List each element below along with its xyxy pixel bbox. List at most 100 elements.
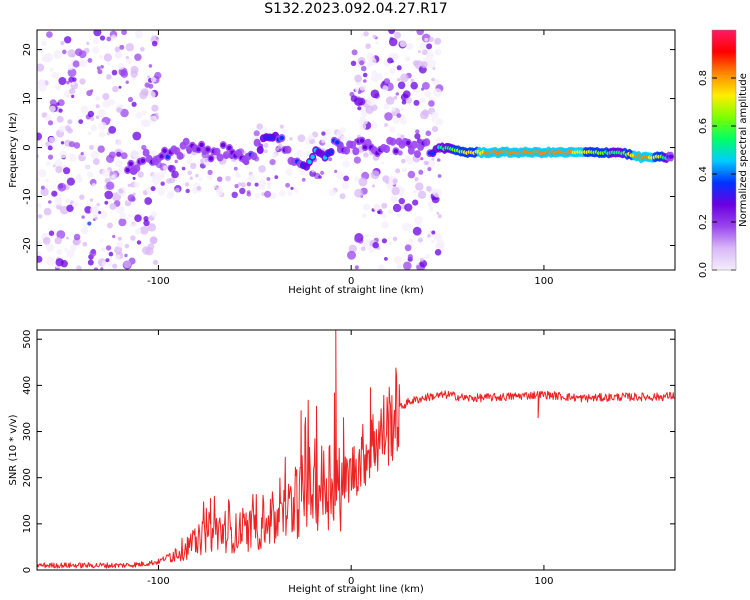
- noise-blob: [166, 192, 174, 200]
- noise-blob: [43, 207, 52, 216]
- snr-panel: -100 0 100 0 100 200 300 400 500 Height of strai…: [8, 329, 676, 595]
- noise-blob: [114, 246, 123, 255]
- noise-blob: [290, 186, 294, 190]
- noise-blob: [419, 97, 426, 104]
- noise-blob: [342, 160, 350, 168]
- noise-blob: [401, 100, 407, 105]
- noise-blob: [239, 187, 246, 195]
- noise-blob: [384, 123, 388, 127]
- noise-blob: [383, 78, 391, 85]
- noise-blob: [134, 227, 142, 235]
- noise-blob: [307, 134, 314, 141]
- noise-blob: [105, 245, 112, 251]
- signal-blob: [213, 147, 221, 156]
- noise-blob: [410, 81, 419, 90]
- noise-blob: [381, 221, 389, 229]
- noise-blob: [373, 204, 381, 211]
- noise-blob: [87, 221, 92, 226]
- signal-blob: [423, 138, 431, 147]
- noise-blob: [55, 258, 64, 267]
- noise-blob: [258, 165, 266, 173]
- noise-blob: [414, 216, 423, 225]
- noise-blob: [357, 90, 362, 94]
- noise-blob: [129, 223, 134, 227]
- signal-blob: [349, 140, 357, 149]
- noise-blob: [71, 94, 75, 98]
- x-tick-label: -100: [147, 276, 170, 287]
- noise-blob: [78, 119, 84, 124]
- noise-blob: [381, 161, 385, 165]
- noise-blob: [68, 141, 75, 148]
- noise-blob: [151, 104, 159, 112]
- signal-core: [393, 149, 399, 154]
- noise-blob: [96, 202, 100, 207]
- noise-blob: [63, 36, 72, 44]
- noise-blob: [375, 41, 379, 45]
- noise-blob: [82, 241, 88, 247]
- noise-blob: [78, 50, 87, 59]
- noise-blob: [87, 110, 95, 118]
- snr-background: [37, 330, 675, 570]
- noise-blob: [427, 201, 434, 207]
- noise-blob: [89, 145, 94, 150]
- figure-title: S132.2023.092.04.27.R17: [264, 1, 448, 17]
- noise-blob: [141, 144, 147, 151]
- noise-blob: [55, 166, 63, 174]
- noise-blob: [340, 135, 347, 141]
- noise-blob: [405, 97, 412, 104]
- noise-blob: [121, 187, 126, 191]
- noise-blob: [99, 210, 108, 219]
- noise-blob: [419, 259, 428, 268]
- noise-blob: [296, 149, 304, 158]
- noise-blob: [119, 212, 127, 220]
- noise-blob: [93, 37, 100, 45]
- noise-blob: [130, 235, 136, 241]
- noise-blob: [278, 189, 286, 197]
- noise-blob: [106, 222, 113, 229]
- noise-blob: [67, 64, 74, 71]
- noise-blob: [358, 177, 368, 187]
- noise-blob: [393, 256, 402, 265]
- noise-blob: [144, 82, 150, 88]
- noise-blob: [66, 249, 75, 258]
- noise-blob: [136, 240, 142, 245]
- noise-blob: [107, 261, 113, 267]
- noise-blob: [408, 238, 414, 244]
- noise-blob: [431, 111, 439, 120]
- noise-blob: [146, 75, 150, 79]
- signal-blob: [182, 137, 190, 146]
- noise-blob: [370, 122, 378, 129]
- noise-blob: [402, 167, 407, 173]
- noise-blob: [409, 30, 414, 33]
- noise-blob: [412, 226, 422, 236]
- noise-blob: [70, 244, 77, 252]
- noise-blob: [416, 262, 420, 266]
- signal-core: [208, 156, 214, 161]
- noise-blob: [371, 184, 376, 188]
- noise-blob: [41, 40, 47, 47]
- noise-blob: [392, 203, 402, 213]
- noise-blob: [181, 166, 186, 171]
- noise-blob: [45, 161, 51, 166]
- noise-blob: [117, 236, 122, 241]
- noise-blob: [436, 158, 441, 162]
- noise-blob: [424, 90, 431, 98]
- noise-blob: [354, 176, 360, 182]
- noise-blob: [254, 182, 259, 187]
- noise-blob: [79, 60, 85, 66]
- noise-blob: [72, 60, 80, 68]
- noise-blob: [261, 126, 268, 133]
- noise-blob: [354, 87, 359, 92]
- snr-frame: [36, 329, 676, 571]
- noise-blob: [64, 125, 71, 132]
- noise-blob: [102, 93, 110, 100]
- noise-blob: [120, 152, 128, 160]
- noise-blob: [405, 56, 411, 62]
- noise-blob: [413, 189, 417, 194]
- noise-blob: [437, 174, 442, 178]
- noise-blob: [127, 194, 135, 202]
- signal-blob: [284, 145, 292, 154]
- noise-blob: [372, 34, 377, 39]
- noise-blob: [394, 31, 401, 39]
